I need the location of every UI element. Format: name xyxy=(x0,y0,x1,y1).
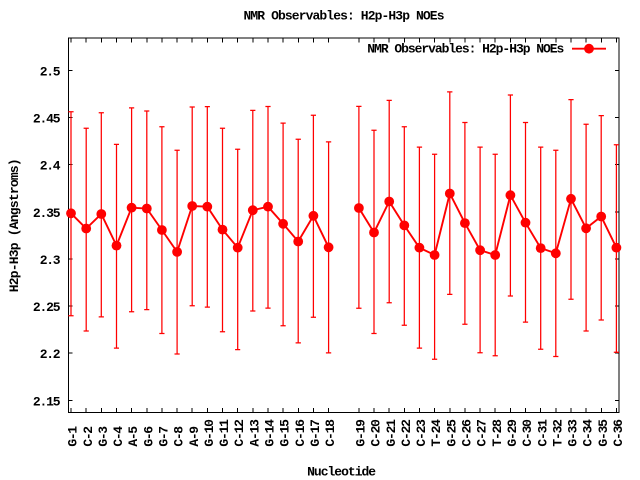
svg-text:G-3: G-3 xyxy=(96,426,111,447)
svg-text:T-24: T-24 xyxy=(429,419,444,447)
svg-text:2.25: 2.25 xyxy=(33,300,61,315)
svg-text:C-4: C-4 xyxy=(111,426,126,447)
svg-text:G-21: G-21 xyxy=(384,419,399,447)
svg-text:2.5: 2.5 xyxy=(40,64,61,79)
svg-text:C-2: C-2 xyxy=(81,426,96,447)
svg-text:C-26: C-26 xyxy=(460,419,475,447)
svg-text:G-19: G-19 xyxy=(354,419,369,447)
svg-text:C-12: C-12 xyxy=(232,419,247,447)
svg-text:C-23: C-23 xyxy=(414,419,429,447)
svg-text:G-11: G-11 xyxy=(217,419,232,447)
svg-text:G-33: G-33 xyxy=(566,419,581,447)
svg-text:NMR Observables: H2p-H3p NOEs: NMR Observables: H2p-H3p NOEs xyxy=(244,9,445,24)
svg-text:T-28: T-28 xyxy=(490,419,505,447)
svg-text:2.4: 2.4 xyxy=(40,159,61,174)
svg-text:A-9: A-9 xyxy=(187,426,202,447)
svg-text:C-20: C-20 xyxy=(369,419,384,447)
svg-text:C-18: C-18 xyxy=(323,419,338,447)
svg-text:2.3: 2.3 xyxy=(40,253,61,268)
svg-text:C-36: C-36 xyxy=(611,419,626,447)
svg-text:C-31: C-31 xyxy=(535,419,550,447)
svg-text:A-5: A-5 xyxy=(126,426,141,447)
svg-text:G-25: G-25 xyxy=(444,419,459,447)
svg-text:G-29: G-29 xyxy=(505,419,520,447)
svg-text:A-13: A-13 xyxy=(247,419,262,447)
svg-text:G-6: G-6 xyxy=(141,426,156,447)
svg-text:2.2: 2.2 xyxy=(40,347,61,362)
svg-text:2.15: 2.15 xyxy=(33,394,61,409)
svg-text:G-17: G-17 xyxy=(308,419,323,447)
svg-text:C-27: C-27 xyxy=(475,419,490,447)
svg-text:C-22: C-22 xyxy=(399,419,414,447)
svg-text:G-10: G-10 xyxy=(202,419,217,447)
svg-text:G-35: G-35 xyxy=(596,419,611,447)
svg-text:G-14: G-14 xyxy=(263,419,278,447)
svg-text:Nucleotide: Nucleotide xyxy=(307,465,376,480)
svg-text:G-15: G-15 xyxy=(278,419,293,447)
svg-text:C-30: C-30 xyxy=(520,419,535,447)
svg-text:2.45: 2.45 xyxy=(33,111,61,126)
svg-text:2.35: 2.35 xyxy=(33,206,61,221)
svg-text:NMR Observables: H2p-H3p NOEs: NMR Observables: H2p-H3p NOEs xyxy=(367,41,564,56)
svg-text:G-7: G-7 xyxy=(157,426,172,447)
svg-text:C-16: C-16 xyxy=(293,419,308,447)
svg-text:G-1: G-1 xyxy=(66,426,81,447)
svg-text:C-34: C-34 xyxy=(581,419,596,447)
svg-text:H2p-H3p (Angstroms): H2p-H3p (Angstroms) xyxy=(7,158,22,292)
svg-text:C-8: C-8 xyxy=(172,426,187,447)
svg-text:T-32: T-32 xyxy=(550,419,565,447)
